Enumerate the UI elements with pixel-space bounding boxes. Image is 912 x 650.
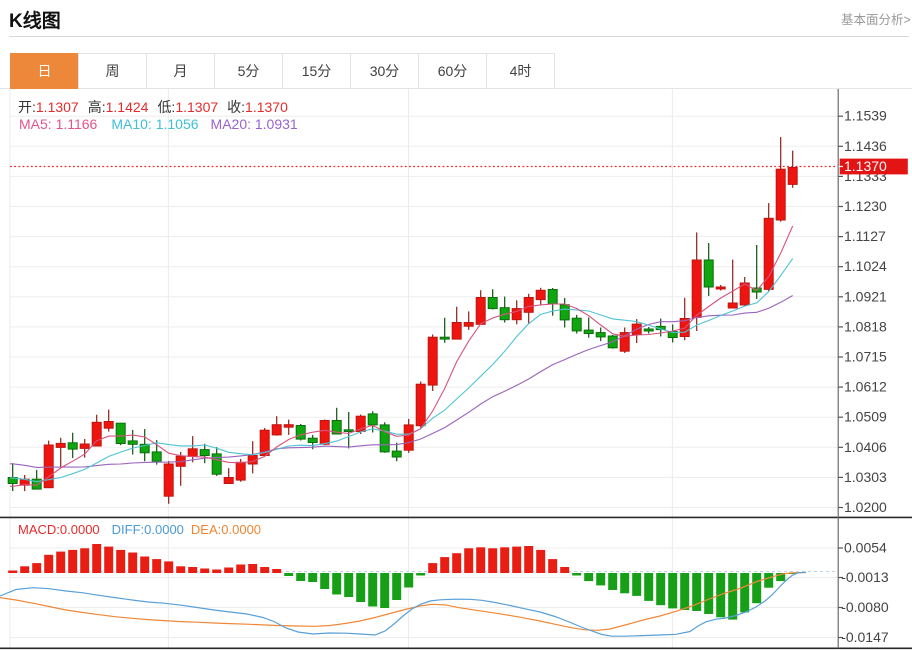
svg-text:1.1539: 1.1539 bbox=[844, 108, 887, 124]
svg-text:1.0406: 1.0406 bbox=[844, 439, 887, 455]
svg-text:1.1024: 1.1024 bbox=[844, 258, 887, 274]
svg-text:1.0715: 1.0715 bbox=[844, 349, 887, 365]
svg-text:1.1230: 1.1230 bbox=[844, 198, 887, 214]
svg-text:1.1436: 1.1436 bbox=[844, 138, 887, 154]
svg-text:1.0818: 1.0818 bbox=[844, 318, 887, 334]
svg-text:0.0054: 0.0054 bbox=[844, 540, 887, 556]
svg-text:1.0200: 1.0200 bbox=[844, 499, 887, 515]
svg-text:-0.0080: -0.0080 bbox=[841, 599, 889, 615]
svg-text:1.1370: 1.1370 bbox=[844, 158, 887, 174]
svg-text:1.1127: 1.1127 bbox=[844, 228, 886, 244]
svg-text:-0.0147: -0.0147 bbox=[841, 629, 889, 645]
svg-text:1.0921: 1.0921 bbox=[844, 288, 887, 304]
svg-text:1.0303: 1.0303 bbox=[844, 469, 887, 485]
svg-text:1.0509: 1.0509 bbox=[844, 409, 887, 425]
svg-text:-0.0013: -0.0013 bbox=[841, 569, 889, 585]
svg-text:1.0612: 1.0612 bbox=[844, 379, 887, 395]
